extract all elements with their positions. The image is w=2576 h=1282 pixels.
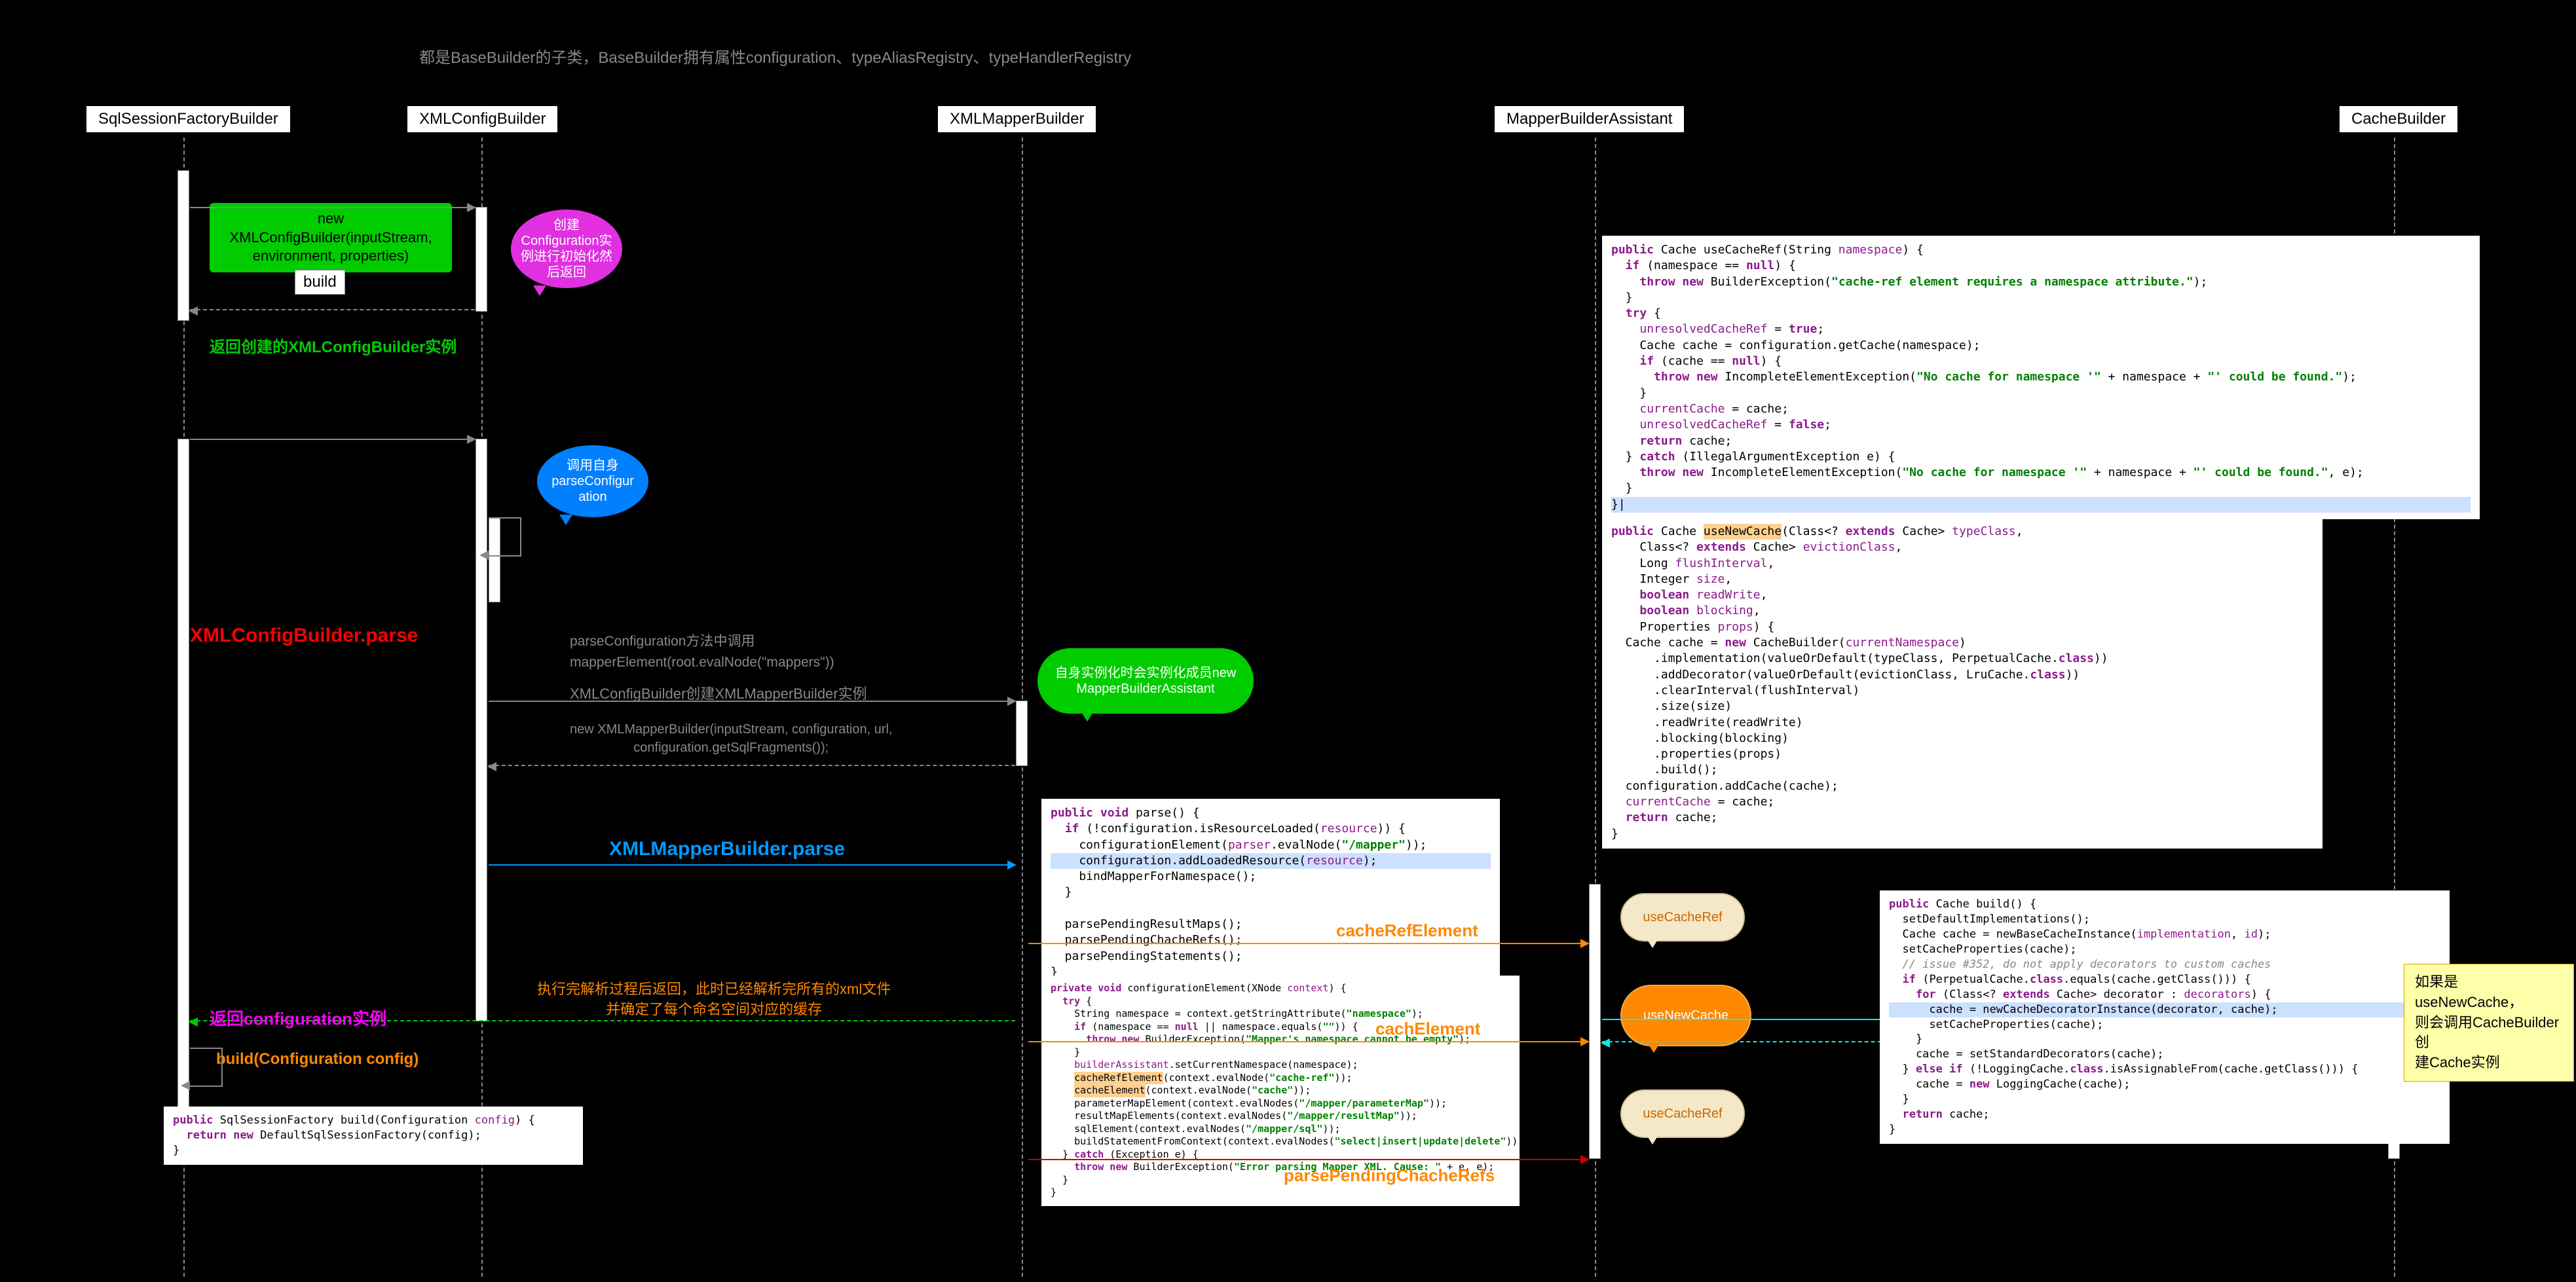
build-config-label: build(Configuration config) bbox=[216, 1050, 419, 1069]
xml-mapper-parse-label: XMLMapperBuilder.parse bbox=[609, 838, 845, 860]
participant-xmlconfig: XMLConfigBuilder bbox=[406, 105, 559, 134]
pending-label: parsePendingChacheRefs bbox=[1284, 1165, 1495, 1186]
xml-config-parse-label: XMLConfigBuilder.parse bbox=[190, 625, 418, 647]
parse-config-detail: parseConfiguration方法中调用 mapperElement(ro… bbox=[570, 631, 834, 672]
return-config-label: 返回configuration实例 bbox=[210, 1006, 386, 1030]
code-usecacheref: public Cache useCacheRef(String namespac… bbox=[1602, 236, 2480, 519]
code-build-factory: public SqlSessionFactory build(Configura… bbox=[164, 1107, 583, 1165]
bubble-mapper-init: 自身实例化时会实例化成员new MapperBuilderAssistant bbox=[1037, 648, 1254, 714]
arrow-cacheref bbox=[1028, 943, 1588, 944]
arrow-mapper-parse bbox=[489, 864, 1015, 866]
bubble-config: 创建 Configuration实 例进行初始化然 后返回 bbox=[511, 210, 622, 288]
arrow-return-builder bbox=[190, 309, 475, 310]
act-1b bbox=[177, 439, 189, 1133]
build-label: build bbox=[295, 270, 345, 295]
act-2b bbox=[476, 439, 487, 1021]
note-usenewcache: 如果是useNewCache， 则会调用CacheBuilder创 建Cache… bbox=[2404, 964, 2574, 1082]
arrow-pending bbox=[1028, 1159, 1588, 1160]
code-parse: public void parse() { if (!configuration… bbox=[1041, 799, 1500, 987]
bubble-usecacheref2: useCacheRef bbox=[1620, 1090, 1745, 1138]
bubble-usecacheref1: useCacheRef bbox=[1620, 893, 1745, 942]
create-mapper-label: XMLConfigBuilder创建XMLMapperBuilder实例 bbox=[570, 682, 867, 703]
act-1a bbox=[177, 170, 189, 321]
arrow-mapper-return bbox=[489, 765, 1015, 766]
arrow-cacheelem bbox=[1028, 1041, 1588, 1042]
code-usenewcache: public Cache useNewCache(Class<? extends… bbox=[1602, 517, 2323, 849]
arrow-new-xmlconfig bbox=[190, 207, 475, 208]
participant-xmlmapper: XMLMapperBuilder bbox=[937, 105, 1097, 134]
exec-return-label: 执行完解析过程后返回，此时已经解析完所有的xml文件 并确定了每个命名空间对应的… bbox=[537, 980, 891, 1020]
bubble-usenewcache: useNewCache bbox=[1620, 985, 1751, 1046]
act-4a bbox=[1589, 884, 1601, 1159]
participant-cachebuilder: CacheBuilder bbox=[2338, 105, 2459, 134]
cacheref-label: cacheRefElement bbox=[1336, 921, 1478, 941]
new-mapper-builder: new XMLMapperBuilder(inputStream, config… bbox=[570, 720, 892, 757]
participant-mapperassist: MapperBuilderAssistant bbox=[1493, 105, 1685, 134]
act-2a bbox=[476, 207, 487, 312]
act-3a bbox=[1016, 701, 1028, 766]
code-build: public Cache build() { setDefaultImpleme… bbox=[1880, 890, 2450, 1144]
arrow-parse bbox=[190, 439, 475, 440]
self-call-parse bbox=[489, 517, 521, 557]
return-builder-label: 返回创建的XMLConfigBuilder实例 bbox=[210, 334, 457, 357]
participant-sqlsession: SqlSessionFactoryBuilder bbox=[85, 105, 291, 134]
cacheelem-label: cachElement bbox=[1375, 1019, 1480, 1039]
header-note: 都是BaseBuilder的子类，BaseBuilder拥有属性configur… bbox=[419, 45, 1131, 67]
self-call-build bbox=[190, 1048, 223, 1087]
bubble-parseconfig: 调用自身 parseConfigur ation bbox=[537, 445, 648, 517]
msg-new-xmlconfig: new XMLConfigBuilder(inputStream, enviro… bbox=[210, 203, 452, 272]
